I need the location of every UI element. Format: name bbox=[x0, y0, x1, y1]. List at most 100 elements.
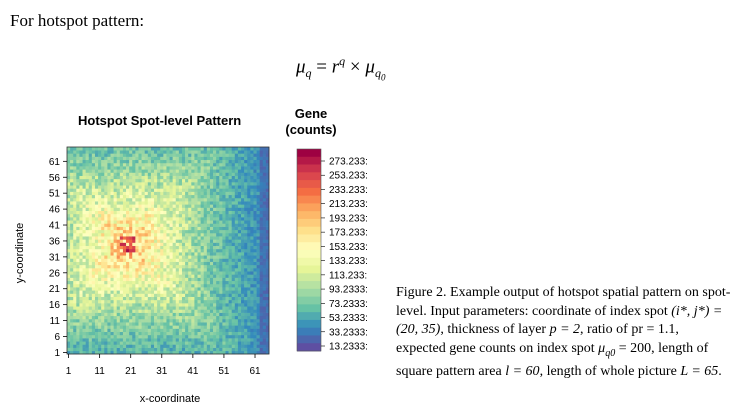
heatmap-cell bbox=[219, 312, 223, 317]
heatmap-cell bbox=[98, 201, 102, 205]
heatmap-cell bbox=[225, 287, 229, 291]
heatmap-cell bbox=[135, 328, 139, 332]
heatmap-cell bbox=[200, 334, 205, 339]
heatmap-cell bbox=[119, 197, 124, 202]
heatmap-cell bbox=[175, 312, 180, 317]
heatmap-cell bbox=[169, 331, 173, 336]
heatmap-cell bbox=[219, 318, 223, 323]
heatmap-cell bbox=[110, 207, 114, 211]
heatmap-cell bbox=[209, 280, 214, 285]
heatmap-cell bbox=[79, 258, 83, 262]
heatmap-cell bbox=[129, 290, 133, 294]
heatmap-cell bbox=[85, 210, 90, 215]
heatmap-cell bbox=[101, 280, 105, 285]
heatmap-cell bbox=[119, 150, 124, 154]
heatmap-cell bbox=[91, 159, 96, 164]
heatmap-cell bbox=[163, 344, 167, 348]
heatmap-cell bbox=[126, 169, 130, 173]
heatmap-cell bbox=[262, 309, 267, 313]
heatmap-cell bbox=[67, 185, 71, 189]
heatmap-cell bbox=[191, 226, 195, 231]
heatmap-cell bbox=[110, 290, 114, 294]
heatmap-cell bbox=[163, 261, 167, 266]
heatmap-cell bbox=[79, 306, 83, 310]
heatmap-cell bbox=[181, 175, 186, 180]
heatmap-cell bbox=[181, 309, 186, 313]
heatmap-cell bbox=[129, 325, 133, 329]
y-tick-label: 41 bbox=[49, 221, 61, 232]
heatmap-cell bbox=[237, 178, 242, 183]
heatmap-cell bbox=[113, 172, 118, 176]
heatmap-cell bbox=[206, 226, 211, 231]
heatmap-cell bbox=[154, 147, 158, 151]
heatmap-cell bbox=[144, 242, 149, 247]
heatmap-cell bbox=[163, 242, 167, 247]
heatmap-cell bbox=[135, 182, 139, 186]
heatmap-cell bbox=[194, 178, 198, 183]
heatmap-cell bbox=[73, 331, 77, 336]
heatmap-cell bbox=[169, 217, 173, 221]
heatmap-cell bbox=[172, 290, 177, 294]
heatmap-cell bbox=[141, 210, 145, 215]
heatmap-cell bbox=[250, 303, 254, 307]
heatmap-cell bbox=[253, 191, 257, 196]
heatmap-cell bbox=[67, 147, 71, 151]
heatmap-cell bbox=[147, 322, 152, 326]
heatmap-cell bbox=[129, 344, 133, 348]
heatmap-cell bbox=[157, 162, 161, 167]
heatmap-cell bbox=[126, 287, 130, 291]
heatmap-cell bbox=[110, 204, 114, 208]
heatmap-cell bbox=[237, 258, 242, 262]
heatmap-cell bbox=[160, 303, 164, 307]
heatmap-cell bbox=[200, 245, 205, 250]
heatmap-cell bbox=[244, 232, 248, 237]
heatmap-cell bbox=[113, 341, 118, 345]
heatmap-cell bbox=[231, 150, 236, 154]
heatmap-cell bbox=[132, 261, 136, 266]
heatmap-cell bbox=[104, 296, 108, 301]
heatmap-cell bbox=[110, 166, 114, 170]
caption-text-4: , length of square pattern area bbox=[396, 340, 709, 379]
heatmap-cell bbox=[119, 280, 124, 285]
heatmap-cell bbox=[191, 232, 195, 237]
heatmap-cell bbox=[231, 226, 236, 231]
heatmap-cell bbox=[200, 271, 205, 275]
heatmap-cell bbox=[188, 312, 192, 317]
heatmap-cell bbox=[185, 153, 189, 157]
heatmap-cell bbox=[234, 328, 239, 332]
heatmap-cell bbox=[73, 344, 77, 348]
heatmap-cell bbox=[259, 150, 264, 154]
heatmap-cell bbox=[200, 175, 205, 180]
heatmap-cell bbox=[253, 169, 257, 173]
heatmap-cell bbox=[119, 172, 124, 176]
heatmap-cell bbox=[228, 232, 233, 237]
heatmap-cell bbox=[104, 303, 108, 307]
heatmap-cell bbox=[88, 201, 93, 205]
heatmap-cell bbox=[98, 280, 102, 285]
heatmap-cell bbox=[88, 347, 93, 352]
heatmap-cell bbox=[244, 271, 248, 275]
heatmap-cell bbox=[213, 293, 217, 297]
heatmap-cell bbox=[85, 182, 90, 186]
heatmap-cell bbox=[237, 271, 242, 275]
heatmap-cell bbox=[163, 166, 167, 170]
heatmap-cell bbox=[237, 194, 242, 199]
heatmap-cell bbox=[241, 296, 245, 301]
heatmap-cell bbox=[203, 309, 208, 313]
heatmap-cell bbox=[172, 341, 177, 345]
heatmap-cell bbox=[200, 220, 205, 224]
heatmap-cell bbox=[188, 210, 192, 215]
heatmap-cell bbox=[85, 220, 90, 224]
heatmap-cell bbox=[262, 303, 267, 307]
heatmap-cell bbox=[169, 236, 173, 240]
heatmap-cell bbox=[116, 268, 121, 272]
heatmap-cell bbox=[67, 312, 71, 317]
heatmap-cell bbox=[147, 185, 152, 189]
heatmap-cell bbox=[85, 166, 90, 170]
heatmap-cell bbox=[213, 245, 217, 250]
heatmap-cell bbox=[113, 299, 118, 304]
heatmap-cell bbox=[113, 229, 118, 234]
heatmap-cell bbox=[228, 296, 233, 301]
heatmap-cell bbox=[250, 159, 254, 164]
heatmap-cell bbox=[244, 236, 248, 240]
